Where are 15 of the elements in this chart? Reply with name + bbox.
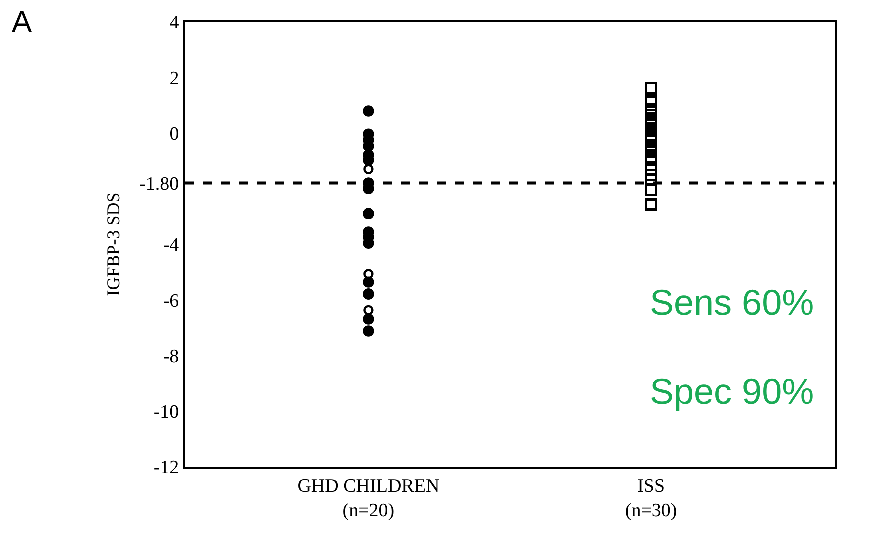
y-tick-label: 4 — [170, 12, 180, 34]
y-tick-label: -6 — [163, 290, 180, 312]
y-tick-label: -12 — [154, 458, 180, 479]
text: A — [12, 6, 32, 39]
y-axis-title: IGFBP-3 SDS — [103, 192, 124, 296]
y-tick-label: -4 — [163, 235, 180, 256]
y-tick-label: 2 — [170, 68, 180, 90]
x-tick-label: GHD CHILDREN (n=20) — [298, 476, 440, 522]
y-tick-label: 0 — [170, 124, 180, 145]
annotation: Sens 60% — [650, 282, 814, 323]
y-tick-label: -8 — [163, 346, 180, 368]
x-tick-label: ISS (n=30) — [625, 476, 678, 522]
y-tick-label: -1.80 — [140, 174, 180, 195]
annotation: Spec 90% — [650, 371, 814, 412]
y-tick-label: -10 — [154, 402, 180, 424]
